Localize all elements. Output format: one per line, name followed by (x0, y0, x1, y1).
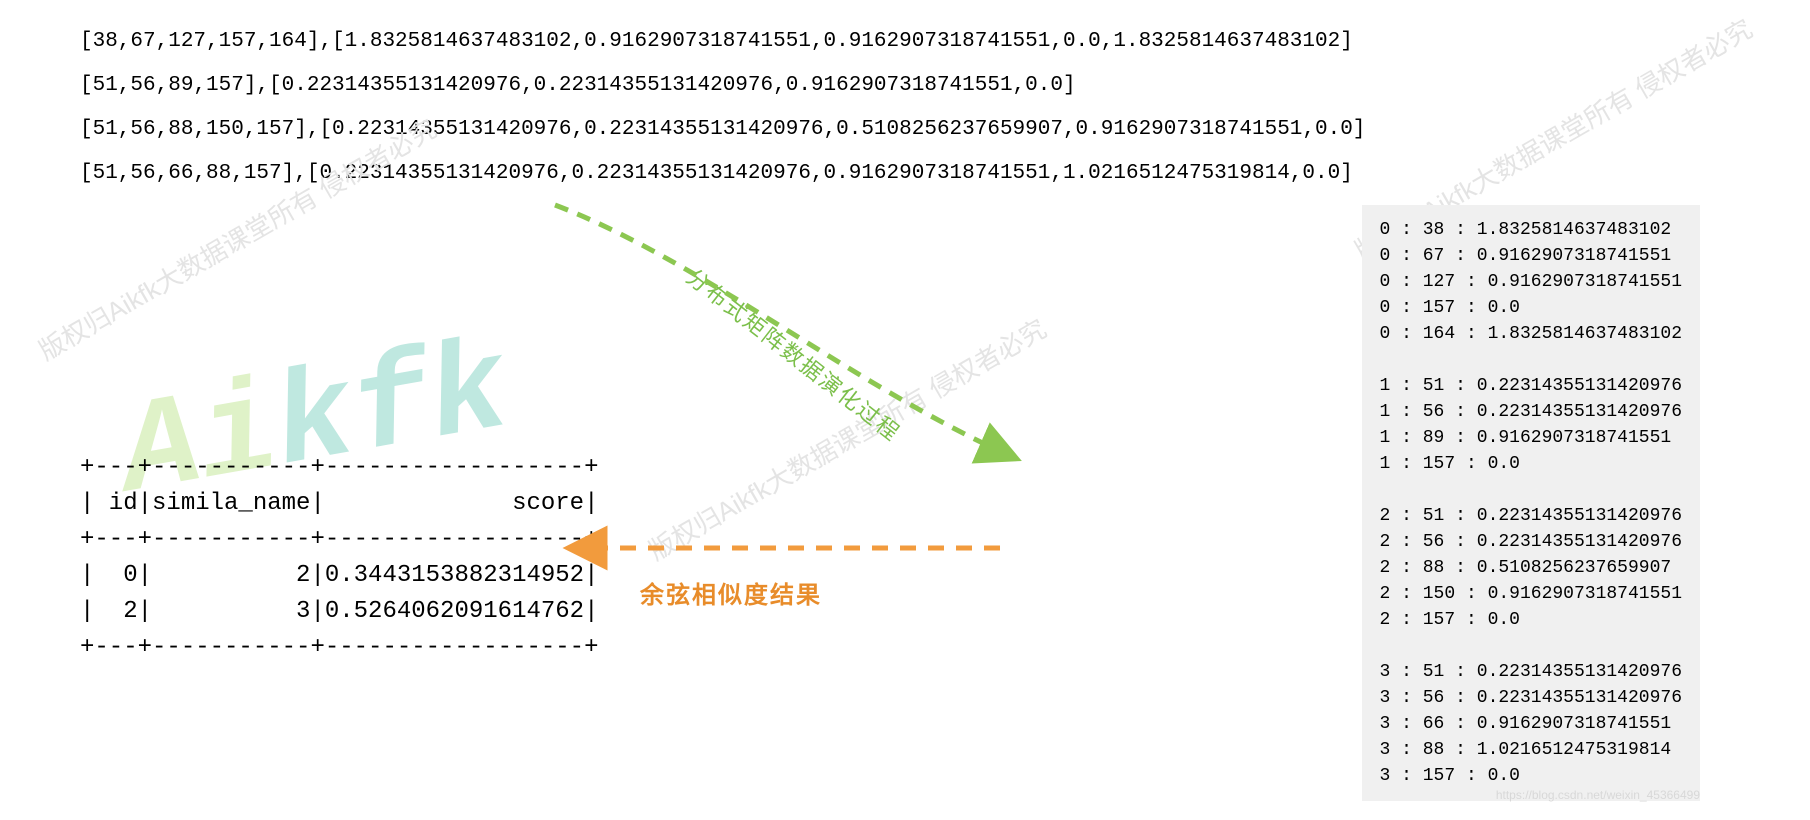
source-data-lines: [38,67,127,157,164],[1.8325814637483102,… (80, 20, 1730, 196)
watermark-text-2: 版权归Aikfk大数据课堂所有 侵权者必究 (641, 309, 1052, 568)
cosine-similarity-result-table: +---+-----------+------------------+ | i… (80, 450, 598, 666)
distributed-matrix-output: 0 : 38 : 1.8325814637483102 0 : 67 : 0.9… (1362, 205, 1700, 801)
cosine-result-label: 余弦相似度结果 (640, 575, 822, 610)
matrix-process-label: 分布式矩阵数据演化过程 (680, 260, 908, 448)
csdn-watermark: https://blog.csdn.net/weixin_45366499 (1496, 788, 1700, 802)
